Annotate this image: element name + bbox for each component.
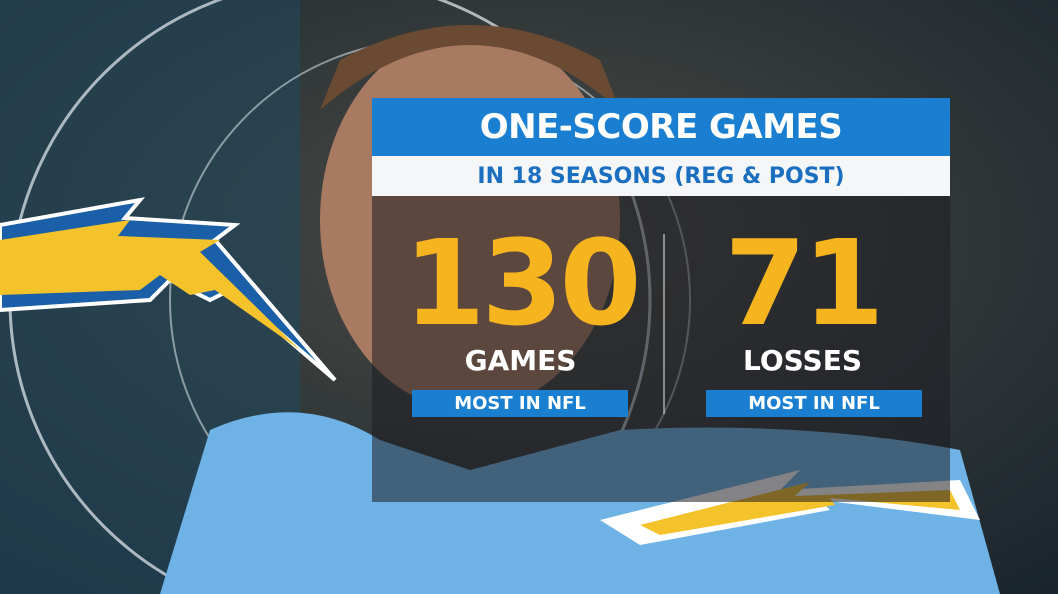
stat-value: 130 xyxy=(403,214,641,352)
subtitle: IN 18 SEASONS (REG & POST) xyxy=(372,156,950,196)
stat-note: MOST IN NFL xyxy=(412,390,628,417)
stat-label: LOSSES xyxy=(742,344,862,377)
stat-note: MOST IN NFL xyxy=(706,390,922,417)
stats-panel xyxy=(372,196,950,502)
stat-value: 71 xyxy=(724,214,884,352)
divider xyxy=(663,234,665,414)
stat-label: GAMES xyxy=(464,344,577,377)
title: ONE-SCORE GAMES xyxy=(372,98,950,156)
